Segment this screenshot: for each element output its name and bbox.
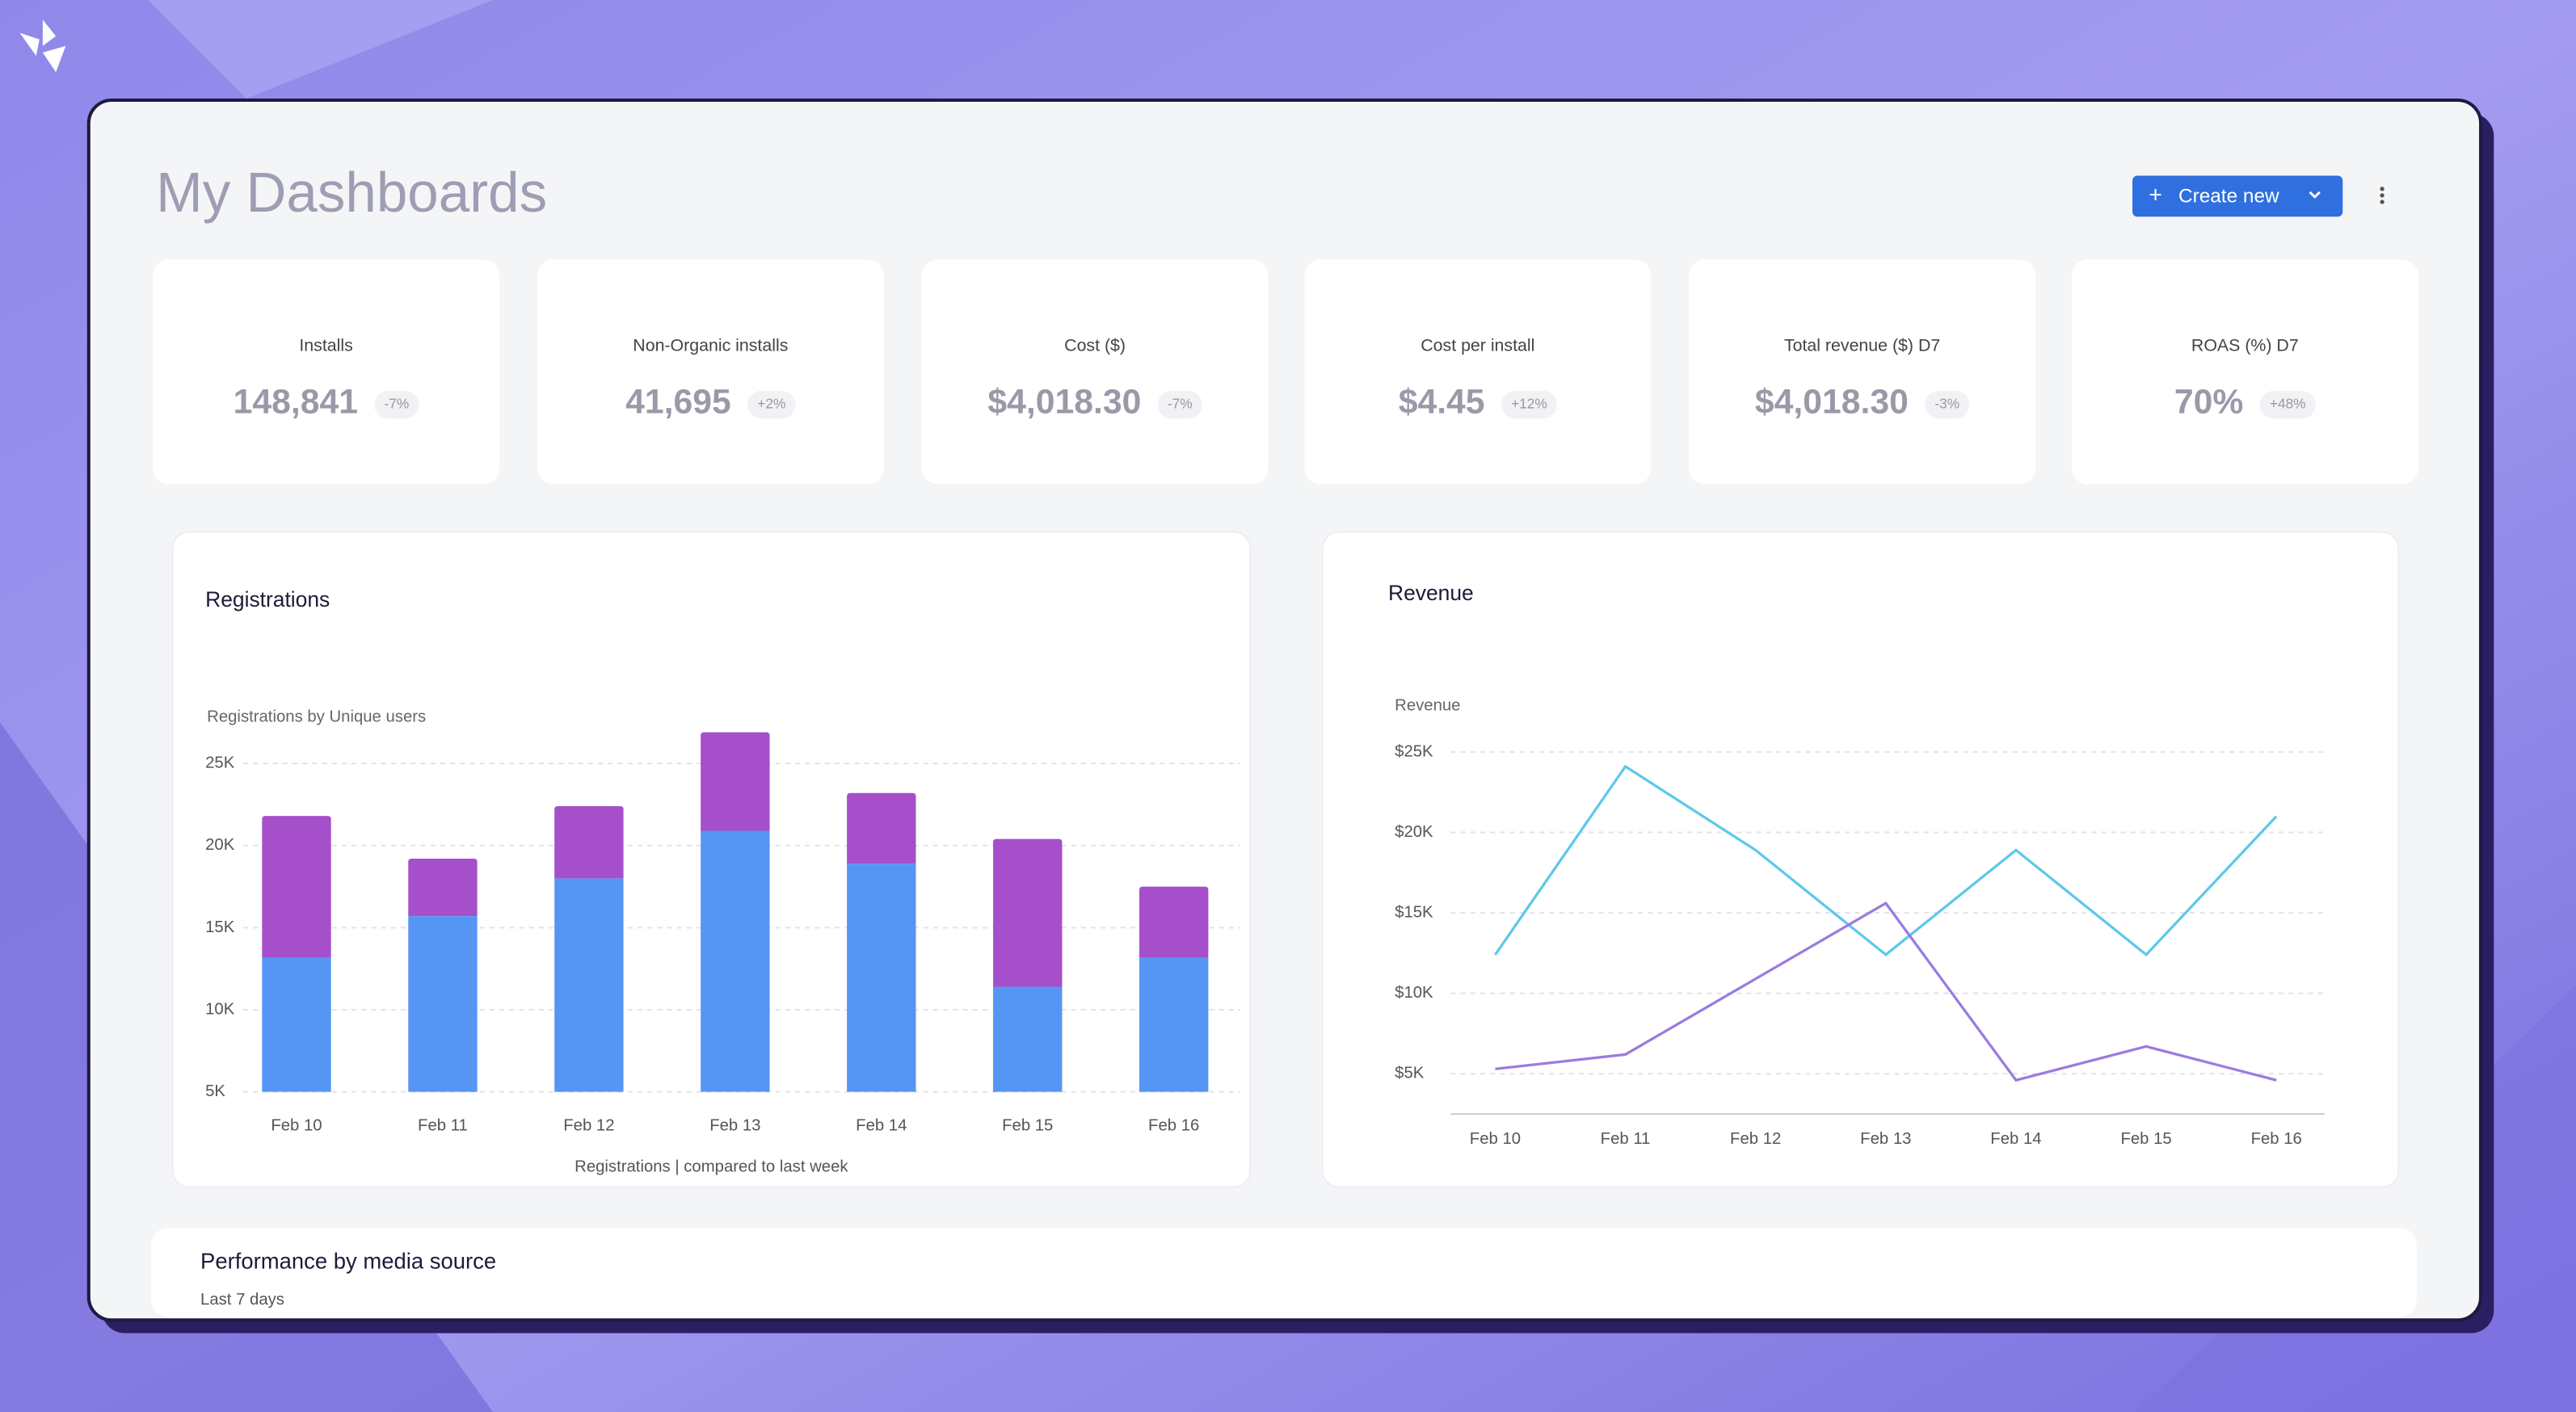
- kpi-value: 70%: [2174, 382, 2243, 421]
- chart-title: Revenue: [1388, 581, 1474, 605]
- card: [1321, 531, 2400, 1188]
- kpi-change: +48%: [2270, 396, 2306, 412]
- more-menu[interactable]: [2380, 187, 2384, 204]
- x-tick-label: Feb 13: [709, 1117, 760, 1135]
- kpi-card: [1689, 259, 2036, 485]
- kpi-card: [2071, 259, 2418, 485]
- kpi-value: 148,841: [234, 382, 358, 421]
- kpi-label: ROAS (%) D7: [2191, 336, 2299, 355]
- x-tick-label: Feb 11: [1601, 1130, 1651, 1148]
- kpi-value: $4,018.30: [1755, 382, 1909, 421]
- section-subtitle: Last 7 days: [200, 1291, 284, 1309]
- x-tick-label: Feb 11: [418, 1117, 468, 1135]
- bar-segment: [262, 816, 331, 957]
- bar-segment: [1139, 956, 1209, 1092]
- kpi-change: +12%: [1511, 396, 1547, 412]
- bar-segment: [993, 838, 1063, 987]
- kpi-change-pill: [1925, 390, 1970, 419]
- bar-segment: [847, 792, 916, 864]
- axis-title: Revenue: [1395, 696, 1460, 714]
- bg-shape: [147, 0, 493, 99]
- kpi-change: +2%: [757, 396, 785, 412]
- button-bg[interactable]: [2132, 175, 2343, 217]
- kpi-label: Cost per install: [1421, 336, 1534, 355]
- bar-segment: [701, 732, 770, 831]
- kpi-label: Installs: [299, 336, 352, 355]
- bar-segment: [554, 805, 624, 879]
- bar-segment: [701, 830, 770, 1092]
- plus-icon[interactable]: +: [2149, 182, 2162, 208]
- bar-segment: [408, 916, 478, 1092]
- card: [151, 1228, 2417, 1317]
- x-tick-label: Feb 10: [271, 1117, 322, 1135]
- chart-caption: Registrations | compared to last week: [575, 1158, 848, 1176]
- create-button[interactable]: + Create new: [2132, 175, 2343, 217]
- x-tick-label: Feb 15: [1002, 1117, 1053, 1135]
- chart-title: Registrations: [205, 587, 330, 611]
- x-tick-label: Feb 13: [1860, 1130, 1911, 1148]
- section-title: Performance by media source: [200, 1248, 496, 1273]
- y-tick-label: 10K: [205, 1000, 235, 1018]
- x-tick-label: Feb 16: [1148, 1117, 1199, 1135]
- y-tick-label: $15K: [1395, 903, 1433, 921]
- kpi-card: [537, 259, 884, 485]
- button-label[interactable]: Create new: [2178, 185, 2279, 207]
- bar-segment: [847, 864, 916, 1092]
- line-series: [1495, 901, 2277, 1082]
- kpi-label: Total revenue ($) D7: [1784, 336, 1940, 355]
- kpi-change-pill: [2259, 390, 2316, 419]
- kpi-change: -7%: [385, 396, 410, 412]
- y-tick-label: $25K: [1395, 742, 1433, 760]
- y-tick-label: $20K: [1395, 823, 1433, 841]
- logo: [19, 19, 66, 73]
- kpi-change-pill: [1157, 390, 1202, 419]
- y-tick-label: 20K: [205, 836, 235, 854]
- kpi-change-pill: [747, 390, 796, 419]
- kpi-change: -3%: [1934, 396, 1959, 412]
- bar-segment: [993, 986, 1063, 1092]
- x-tick-label: Feb 16: [2251, 1130, 2302, 1148]
- x-tick-label: Feb 10: [1470, 1130, 1521, 1148]
- kpi-change-pill: [1501, 390, 1557, 419]
- kpi-value: $4,018.30: [987, 382, 1141, 421]
- x-tick-label: Feb 14: [856, 1117, 907, 1135]
- page-title: My Dashboards: [156, 161, 547, 224]
- kpi-value: 41,695: [625, 382, 731, 421]
- bar-segment: [554, 878, 624, 1092]
- x-tick-label: Feb 15: [2120, 1130, 2171, 1148]
- line-series: [1494, 764, 2278, 957]
- kpi-card: [921, 259, 1269, 485]
- bar-segment: [1139, 886, 1209, 957]
- kpi-card: [153, 259, 500, 485]
- kpi-label: Cost ($): [1064, 336, 1126, 355]
- y-tick-label: 25K: [205, 754, 235, 772]
- chart-subtitle: Registrations by Unique users: [207, 708, 426, 726]
- kpi-change-pill: [374, 390, 419, 419]
- chevron[interactable]: [2309, 191, 2321, 199]
- x-tick-label: Feb 14: [1990, 1130, 2041, 1148]
- kpi-card: [1304, 259, 1652, 485]
- kpi-change: -7%: [1168, 396, 1193, 412]
- bar-segment: [262, 956, 331, 1092]
- x-tick-label: Feb 12: [563, 1117, 614, 1135]
- y-tick-label: $5K: [1395, 1065, 1425, 1082]
- y-tick-label: $10K: [1395, 984, 1433, 1002]
- y-tick-label: 5K: [205, 1082, 225, 1100]
- kpi-value: $4.45: [1399, 382, 1485, 421]
- kpi-label: Non-Organic installs: [633, 336, 788, 355]
- bar-segment: [408, 859, 478, 917]
- x-tick-label: Feb 12: [1730, 1130, 1781, 1148]
- y-tick-label: 15K: [205, 918, 235, 936]
